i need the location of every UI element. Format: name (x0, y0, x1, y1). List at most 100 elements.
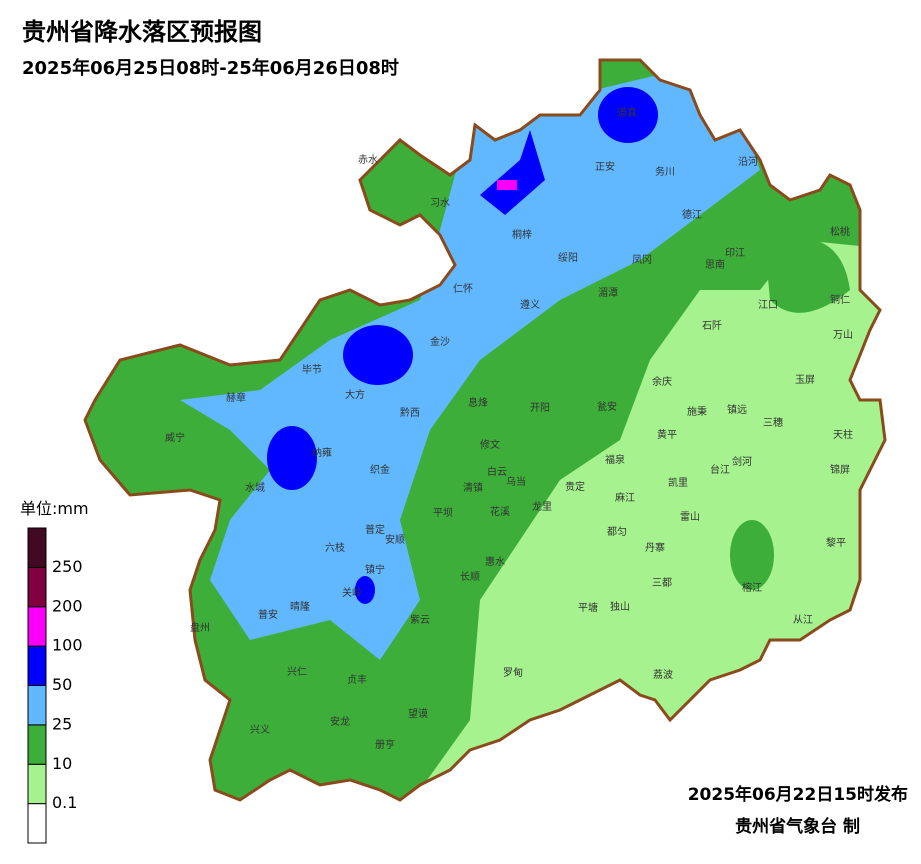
county-label: 金沙 (430, 335, 450, 348)
county-label: 施秉 (687, 405, 707, 418)
county-label: 息烽 (468, 396, 488, 409)
county-label: 开阳 (530, 402, 550, 414)
area-50-100 (355, 576, 375, 604)
area-100-200 (497, 180, 517, 190)
county-label: 镇远 (727, 403, 747, 416)
county-label: 兴仁 (287, 666, 307, 678)
county-label: 麻江 (615, 491, 635, 504)
county-label: 瓮安 (597, 400, 617, 413)
county-label: 江口 (758, 299, 778, 311)
county-label: 赤水 (358, 154, 378, 166)
map-title: 贵州省降水落区预报图 (22, 18, 262, 46)
agency: 贵州省气象台 制 (735, 816, 860, 837)
county-label: 思南 (705, 258, 725, 271)
legend-swatch (27, 527, 47, 568)
area-50-100 (343, 325, 413, 385)
county-label: 遵义 (520, 298, 540, 311)
county-label: 黄平 (657, 428, 677, 441)
map-subtitle: 2025年06月25日08时-25年06月26日08时 (22, 57, 399, 79)
county-label: 关岭 (342, 586, 362, 599)
legend-level: 100 (52, 636, 83, 655)
county-label: 长顺 (460, 571, 480, 583)
county-label: 赫章 (226, 391, 246, 404)
issue-time: 2025年06月22日15时发布 (688, 784, 908, 805)
county-label: 沿河 (738, 156, 758, 168)
county-label: 铜仁 (830, 294, 850, 306)
county-label: 荔波 (653, 668, 673, 681)
county-label: 晴隆 (290, 600, 310, 613)
county-label: 平坝 (433, 507, 453, 519)
county-label: 桐梓 (512, 228, 532, 241)
county-label: 湄潭 (598, 287, 618, 299)
county-label: 贞丰 (347, 673, 367, 686)
county-label: 独山 (610, 600, 630, 613)
county-label: 天柱 (833, 428, 853, 441)
legend-swatch (27, 566, 47, 608)
county-label: 剑河 (732, 455, 752, 468)
county-label: 纳雍 (312, 446, 332, 459)
legend-swatch (27, 645, 47, 686)
legend: 0.1 10 25 50 100 200 250 (27, 527, 83, 844)
legend-swatch (27, 724, 47, 765)
county-label: 都匀 (607, 526, 627, 538)
county-label: 白云 (487, 465, 507, 478)
county-label: 三都 (652, 577, 672, 589)
county-label: 务川 (655, 165, 675, 178)
legend-level: 200 (52, 596, 83, 615)
county-label: 从江 (793, 614, 813, 626)
county-label: 威宁 (165, 431, 185, 444)
county-label: 印江 (725, 247, 745, 259)
county-label: 凯里 (668, 476, 688, 489)
county-label: 德江 (682, 208, 702, 221)
county-label: 紫云 (410, 614, 430, 626)
county-label: 修文 (480, 438, 500, 451)
county-label: 兴义 (250, 724, 270, 736)
county-label: 织金 (370, 463, 390, 476)
county-label: 毕节 (302, 363, 322, 376)
county-label: 福泉 (605, 453, 625, 466)
legend-level: 250 (52, 557, 83, 576)
area-25-50 (180, 60, 760, 660)
county-label: 贵定 (565, 480, 585, 493)
county-label: 道真 (617, 106, 637, 119)
county-label: 乌当 (506, 475, 526, 488)
county-label: 望谟 (408, 707, 428, 720)
county-label: 台江 (710, 463, 730, 476)
legend-unit: 单位:mm (20, 499, 89, 518)
county-label: 正安 (595, 160, 615, 173)
county-label: 龙里 (532, 500, 552, 513)
legend-swatch (27, 803, 47, 844)
legend-level: 0.1 (52, 793, 77, 812)
area-10-25 (765, 238, 850, 313)
county-label: 大方 (345, 388, 365, 401)
legend-swatch (27, 606, 47, 647)
county-label: 盘州 (190, 621, 210, 634)
county-label: 绥阳 (558, 252, 578, 264)
county-label: 安龙 (330, 715, 350, 728)
county-label: 余庆 (652, 375, 672, 388)
legend-swatch (27, 763, 47, 805)
county-label: 黔西 (400, 406, 420, 419)
county-label: 六枝 (325, 541, 345, 554)
county-label: 仁怀 (453, 283, 473, 295)
legend-level: 50 (52, 675, 72, 694)
county-label: 镇宁 (365, 563, 385, 576)
area-50-100 (480, 130, 545, 215)
area-50-100 (598, 87, 658, 143)
county-label: 玉屏 (795, 374, 815, 386)
county-label: 安顺 (385, 533, 405, 546)
area-50-100 (267, 426, 317, 490)
county-label: 水城 (245, 482, 265, 494)
county-label: 三穗 (763, 416, 783, 429)
county-label: 习水 (430, 197, 450, 209)
county-label: 罗甸 (503, 666, 523, 679)
area-10-25 (730, 520, 774, 590)
county-label: 平塘 (578, 601, 598, 614)
county-label: 松桃 (830, 225, 850, 238)
legend-level: 10 (52, 754, 72, 773)
county-label: 丹寨 (645, 541, 665, 554)
county-label: 清镇 (463, 481, 483, 494)
